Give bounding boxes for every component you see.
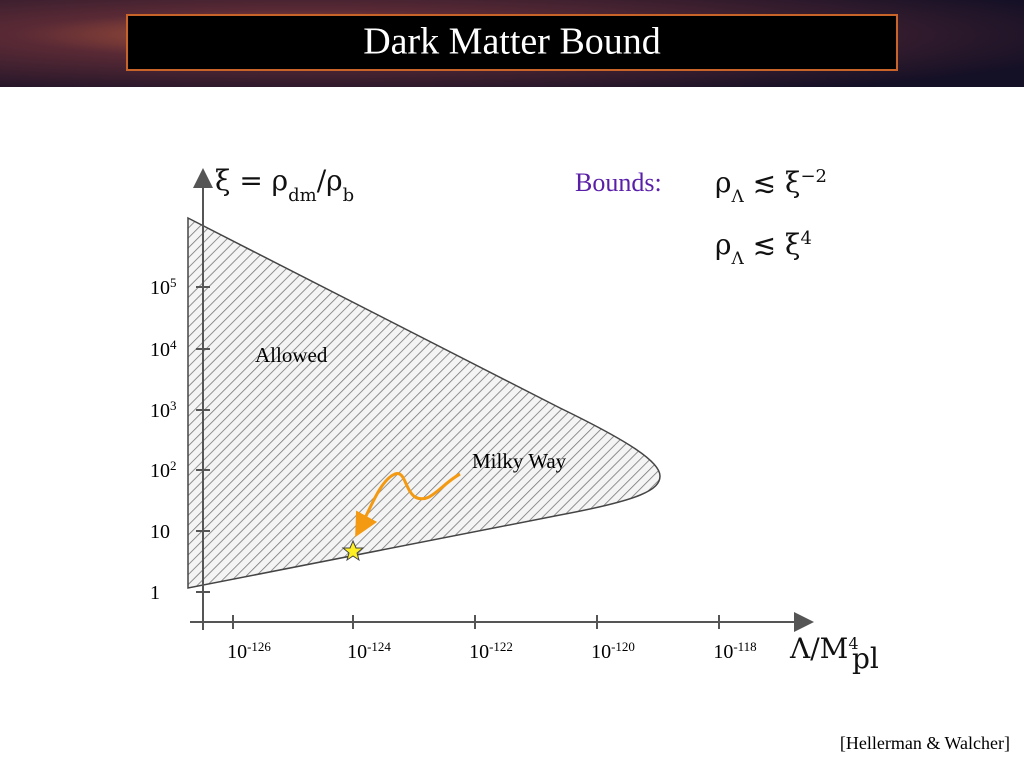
- milky-way-star: [341, 539, 365, 562]
- formula-part: ≲ ξ: [744, 166, 801, 199]
- y-axis-label: ξ = ρdm/ρb: [215, 164, 354, 206]
- y-tick-label: 105: [150, 275, 177, 300]
- x-tick-label: 10-126: [227, 639, 271, 664]
- tick-base: 10: [469, 641, 489, 663]
- tick-base: 10: [150, 521, 170, 543]
- formula-part: ρ: [715, 166, 731, 199]
- tick-exp: -124: [367, 639, 391, 654]
- tick-exp: -118: [733, 639, 756, 654]
- title-box: [126, 14, 898, 71]
- tick-base: 10: [591, 641, 611, 663]
- tick-exp: -122: [489, 639, 513, 654]
- tick-base: 10: [150, 400, 170, 422]
- tick-base: 10: [150, 277, 170, 299]
- label-sub: pl: [852, 642, 879, 675]
- milky-way-path: [355, 472, 461, 538]
- y-tick-label: 102: [150, 458, 177, 483]
- y-tick-label: 103: [150, 398, 177, 423]
- tick-exp: 2: [170, 458, 177, 473]
- x-tick-label: 10-118: [713, 639, 756, 664]
- tick-base: 10: [150, 460, 170, 482]
- annotation: Milky Way: [472, 449, 567, 473]
- label-part: Λ/M: [789, 632, 848, 665]
- formula-sub: Λ: [730, 249, 744, 269]
- bound-formula: ρΛ ≲ ξ4: [715, 228, 812, 270]
- title: Dark Matter Bound: [363, 21, 661, 63]
- label-part: ξ = ρ: [215, 164, 288, 197]
- label-sub: b: [343, 185, 355, 206]
- tick-base: 1: [150, 582, 160, 604]
- tick-base: 10: [713, 641, 733, 663]
- tick-exp: 5: [170, 275, 177, 290]
- tick-base: 10: [227, 641, 247, 663]
- tick-exp: -120: [611, 639, 635, 654]
- tick-base: 10: [347, 641, 367, 663]
- formula-sup: 4: [800, 228, 811, 249]
- label-part: /ρ: [317, 164, 343, 197]
- formula-part: ρ: [715, 228, 731, 261]
- region-label: Allowed: [255, 343, 328, 367]
- formula-sub: Λ: [730, 187, 744, 207]
- formula-part: ≲ ξ: [744, 228, 801, 261]
- tick-exp: 3: [170, 398, 177, 413]
- label-sup: 4: [848, 634, 858, 653]
- x-axis-label: Λ/M4: [789, 632, 859, 665]
- x-tick-label: 10-122: [469, 639, 513, 664]
- bounds-label: Bounds:: [575, 168, 662, 197]
- tick-exp: 4: [170, 337, 177, 352]
- x-tick-label: 10-120: [591, 639, 635, 664]
- tick-base: 10: [150, 339, 170, 361]
- y-tick-label: 104: [150, 337, 177, 362]
- bound-formula: ρΛ ≲ ξ−2: [715, 166, 827, 208]
- x-axis-label-sub: pl: [852, 642, 879, 675]
- formula-sup: −2: [800, 166, 827, 187]
- label-sub: dm: [288, 185, 317, 206]
- allowed-region: [187, 216, 661, 589]
- citation: [Hellerman & Walcher]: [840, 733, 1010, 753]
- tick-exp: -126: [247, 639, 271, 654]
- y-tick-label: 1: [150, 582, 160, 604]
- x-tick-label: 10-124: [347, 639, 391, 664]
- y-tick-label: 10: [150, 521, 170, 543]
